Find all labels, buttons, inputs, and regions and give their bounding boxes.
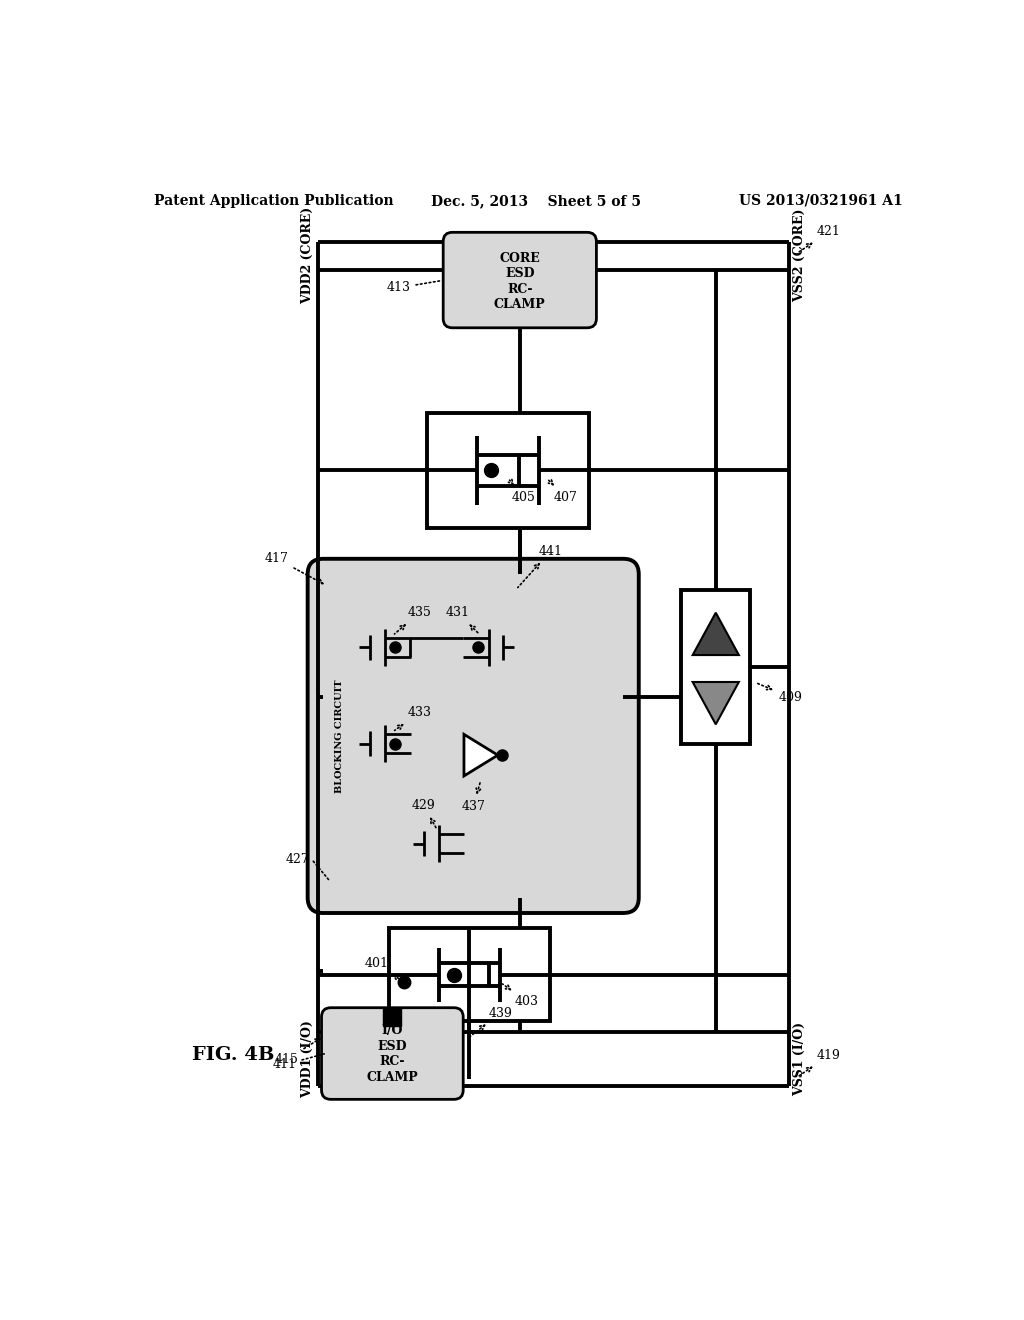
Text: 439: 439 xyxy=(468,1007,512,1039)
FancyBboxPatch shape xyxy=(443,232,596,327)
FancyBboxPatch shape xyxy=(322,1007,463,1100)
Text: VSS2 (CORE): VSS2 (CORE) xyxy=(793,209,806,302)
Bar xyxy=(427,412,589,528)
Text: 433: 433 xyxy=(394,706,431,730)
FancyBboxPatch shape xyxy=(307,558,639,913)
Polygon shape xyxy=(692,612,739,655)
Text: VDD1 (I/O): VDD1 (I/O) xyxy=(301,1020,313,1098)
Text: 403: 403 xyxy=(503,983,539,1008)
Text: 405: 405 xyxy=(509,479,536,504)
Text: 411: 411 xyxy=(272,1053,325,1072)
Text: 431: 431 xyxy=(445,606,479,634)
Bar xyxy=(681,590,751,743)
Text: 421: 421 xyxy=(798,224,841,253)
Text: Patent Application Publication: Patent Application Publication xyxy=(154,194,393,207)
Text: ESD: ESD xyxy=(505,268,535,280)
Text: 401: 401 xyxy=(365,957,401,981)
Text: RC-: RC- xyxy=(507,282,532,296)
Text: CLAMP: CLAMP xyxy=(494,298,546,312)
Text: Dec. 5, 2013    Sheet 5 of 5: Dec. 5, 2013 Sheet 5 of 5 xyxy=(431,194,641,207)
Text: 407: 407 xyxy=(548,480,578,504)
Text: ESD: ESD xyxy=(378,1040,408,1053)
Text: VDD2 (CORE): VDD2 (CORE) xyxy=(301,207,313,304)
Text: 415: 415 xyxy=(274,1039,319,1065)
Text: 435: 435 xyxy=(394,606,431,634)
Bar xyxy=(388,928,550,1020)
Text: 441: 441 xyxy=(518,545,562,587)
Text: 429: 429 xyxy=(412,799,437,830)
Text: FIG. 4B: FIG. 4B xyxy=(193,1047,274,1064)
Text: 413: 413 xyxy=(386,281,442,294)
Text: 419: 419 xyxy=(798,1049,841,1077)
Text: 437: 437 xyxy=(461,783,485,813)
Text: CORE: CORE xyxy=(500,252,541,265)
Text: 409: 409 xyxy=(757,682,803,704)
Text: RC-: RC- xyxy=(380,1055,406,1068)
Polygon shape xyxy=(464,734,498,776)
Text: I/O: I/O xyxy=(382,1024,403,1038)
Text: 417: 417 xyxy=(265,552,323,583)
Text: US 2013/0321961 A1: US 2013/0321961 A1 xyxy=(739,194,902,207)
Text: 427: 427 xyxy=(286,853,309,866)
Text: VSS1 (I/O): VSS1 (I/O) xyxy=(793,1022,806,1097)
Text: BLOCKING CIRCUIT: BLOCKING CIRCUIT xyxy=(336,680,344,792)
Text: CLAMP: CLAMP xyxy=(367,1071,418,1084)
Polygon shape xyxy=(692,682,739,725)
